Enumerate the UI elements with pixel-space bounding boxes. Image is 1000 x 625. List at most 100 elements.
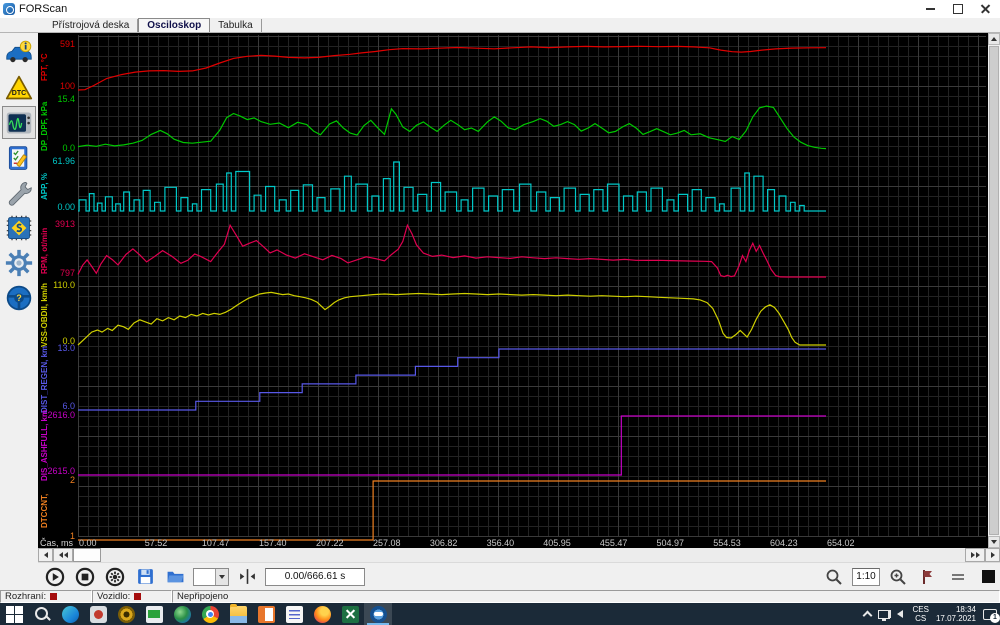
- tab-oscilloscope[interactable]: Osciloskop: [138, 18, 211, 32]
- oscilloscope-toolbar: 0.00/666.61 s 1:10: [38, 562, 1000, 590]
- tab-dashboard[interactable]: Přístrojová deska: [44, 19, 139, 32]
- up-arrow-icon: [991, 37, 997, 41]
- language-indicator[interactable]: CES CS: [913, 605, 929, 623]
- sidebar-item-dtc[interactable]: DTC: [2, 71, 36, 104]
- notes-app-taskbar-button[interactable]: [280, 603, 308, 625]
- interface-status-cell: Rozhraní:: [0, 590, 92, 603]
- play-button[interactable]: [43, 565, 67, 589]
- right-arrow-icon: [975, 552, 980, 558]
- remote-app-icon: [145, 605, 163, 623]
- sidebar: DTC: [0, 33, 38, 590]
- series-name-label: DTCCNT,: [40, 493, 49, 528]
- grid-lines-button[interactable]: [946, 565, 970, 589]
- search-taskbar-button[interactable]: [28, 603, 56, 625]
- stop-button[interactable]: [73, 565, 97, 589]
- tray-expand-icon[interactable]: [862, 610, 872, 621]
- mail-app-taskbar-button[interactable]: [252, 603, 280, 625]
- horizontal-scroll-track[interactable]: [101, 548, 965, 562]
- time-position-display: 0.00/666.61 s: [265, 567, 365, 586]
- maximize-button[interactable]: [944, 0, 972, 18]
- edge-taskbar-button[interactable]: [56, 603, 84, 625]
- x-axis-tick: 604.23: [770, 538, 798, 548]
- svg-text:DTC: DTC: [12, 90, 26, 97]
- axis-value-label: 3913: [54, 219, 75, 229]
- scroll-right-button[interactable]: [985, 548, 1000, 562]
- remote-app-taskbar-button[interactable]: [140, 603, 168, 625]
- marker-flag-icon: [923, 569, 932, 584]
- axis-value-label: 1: [69, 531, 75, 541]
- tab-table[interactable]: Tabulka: [210, 19, 262, 32]
- test-checklist-icon: [8, 145, 28, 170]
- axis-value-label: 61.96: [52, 156, 75, 166]
- language-top: CES: [912, 605, 929, 614]
- sidebar-item-service[interactable]: [2, 176, 36, 209]
- scroll-down-button[interactable]: [988, 536, 1000, 548]
- sidebar-item-settings[interactable]: [2, 246, 36, 279]
- scroll-right-fast-button[interactable]: [965, 548, 985, 562]
- connection-status-cell: Nepřipojeno: [172, 590, 1000, 603]
- photo-viewer-taskbar-button[interactable]: [84, 603, 112, 625]
- window-controls: [916, 0, 1000, 18]
- axis-value-label: 13.0: [57, 343, 75, 353]
- minimize-button[interactable]: [916, 0, 944, 18]
- stop-icon: [75, 567, 95, 586]
- open-folder-icon: [167, 571, 183, 583]
- open-button[interactable]: [163, 565, 187, 589]
- start-taskbar-button[interactable]: [0, 603, 28, 625]
- vertical-scroll-thumb[interactable]: [989, 46, 999, 535]
- sidebar-item-about[interactable]: ?: [2, 281, 36, 314]
- notification-badge: 1: [990, 612, 1000, 623]
- x-axis-tick: 107.47: [201, 538, 230, 548]
- oscilloscope-plot: Čas, ms 591 100 FPT, °C 15.4 0.0 DP_DPF, kPa 6…: [38, 33, 988, 548]
- axis-value-label: 797: [59, 268, 75, 278]
- dropdown-button[interactable]: [215, 568, 228, 585]
- vertical-scrollbar[interactable]: [988, 33, 1000, 548]
- mail-app-icon: [257, 605, 275, 623]
- volume-icon[interactable]: [887, 610, 903, 618]
- save-button[interactable]: [133, 565, 157, 589]
- globe-app-taskbar-button[interactable]: [168, 603, 196, 625]
- series-name-label: DP_DPF, kPa: [40, 101, 49, 151]
- sidebar-item-configuration[interactable]: [2, 211, 36, 244]
- series-name-label: DIS_ASHFULL, km: [40, 409, 49, 482]
- x-axis-tick: 207.22: [315, 538, 344, 548]
- excel-taskbar-button[interactable]: [336, 603, 364, 625]
- close-button[interactable]: [972, 0, 1000, 18]
- collapse-view-button[interactable]: [235, 565, 259, 589]
- file-explorer-taskbar-button[interactable]: [224, 603, 252, 625]
- file-explorer-icon: [229, 603, 247, 623]
- right-arrow-icon: [970, 552, 975, 558]
- left-arrow-icon: [63, 552, 68, 558]
- wrench-icon: [8, 181, 32, 206]
- zoom-out-button[interactable]: [822, 565, 846, 589]
- x-axis-tick: 654.02: [827, 538, 855, 548]
- series-name-label: DIST_REGEN, km: [40, 345, 49, 414]
- clock[interactable]: 18:34 17.07.2021: [936, 605, 976, 623]
- horizontal-scrollbar[interactable]: [38, 548, 1000, 562]
- excel-icon: [341, 605, 359, 623]
- horizontal-scroll-thumb[interactable]: [73, 548, 101, 562]
- zoom-in-button[interactable]: [886, 565, 910, 589]
- axis-value-label: 100: [59, 81, 75, 91]
- background-color-button[interactable]: [976, 565, 1000, 589]
- chrome-taskbar-button[interactable]: [196, 603, 224, 625]
- record-settings-button[interactable]: [103, 565, 127, 589]
- firefox-taskbar-button[interactable]: [308, 603, 336, 625]
- sidebar-item-vehicle-info[interactable]: [2, 36, 36, 69]
- marker-button[interactable]: [916, 565, 940, 589]
- sidebar-item-tests[interactable]: [2, 141, 36, 174]
- scroll-left-fast-button[interactable]: [53, 548, 73, 562]
- x-axis-tick: 455.47: [599, 538, 628, 548]
- sidebar-item-oscilloscope[interactable]: [2, 106, 36, 139]
- x-axis-tick: 0.00: [79, 538, 97, 548]
- media-app-taskbar-button[interactable]: [112, 603, 140, 625]
- gear-circle-icon: [105, 567, 125, 586]
- zoom-ratio-field[interactable]: 1:10: [852, 567, 880, 586]
- left-arrow-icon: [43, 552, 48, 558]
- forscan-taskbar-button[interactable]: [364, 603, 392, 625]
- scroll-up-button[interactable]: [988, 33, 1000, 45]
- notification-center-icon[interactable]: 1: [983, 608, 1000, 623]
- scroll-left-button[interactable]: [38, 548, 53, 562]
- signal-select-dropdown[interactable]: [193, 567, 229, 586]
- chip-icon: [6, 215, 32, 240]
